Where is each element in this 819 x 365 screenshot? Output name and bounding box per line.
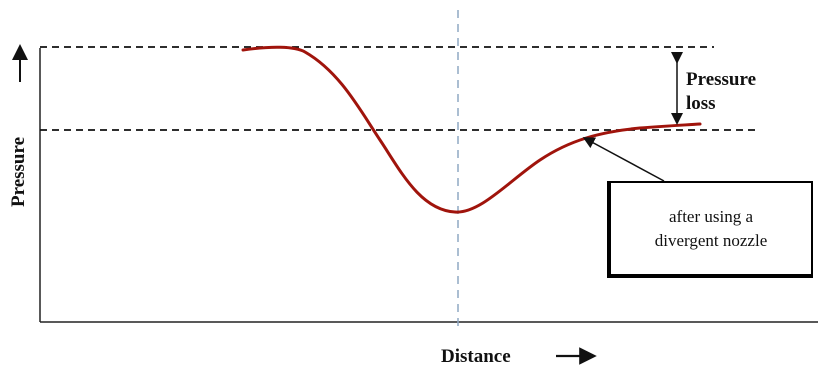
x-axis-label: Distance (441, 346, 511, 365)
callout-line2: divergent nozzle (654, 230, 768, 250)
y-axis-label: Pressure (8, 137, 29, 207)
pressure-loss-label-line2: loss (686, 93, 716, 114)
callout-line1: after using a (668, 206, 754, 226)
callout-pointer-arrow (582, 137, 665, 182)
pressure-loss-label-line1: Pressure (686, 69, 756, 90)
pressure-curve (241, 45, 702, 214)
callout-box: after using a divergent nozzle (607, 181, 813, 278)
